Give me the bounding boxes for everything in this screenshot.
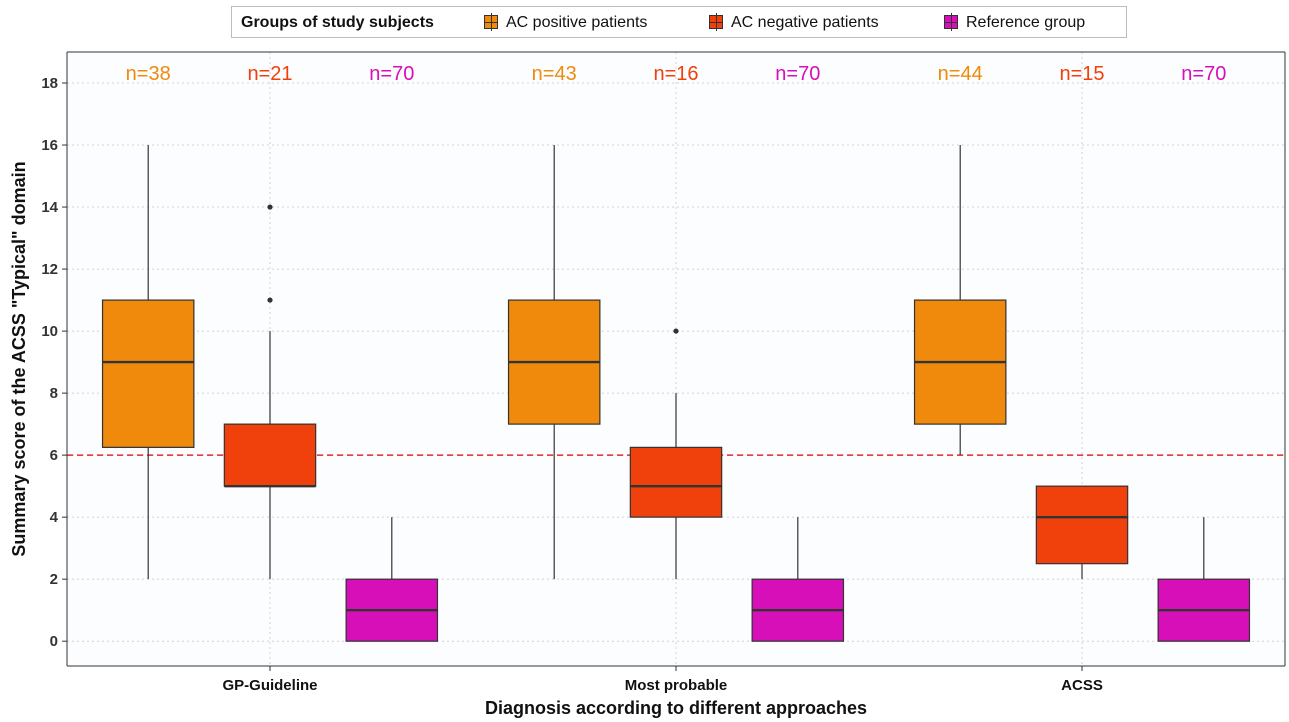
legend-label-ac-positive: AC positive patients [506,14,648,31]
n-label: n=70 [1181,63,1226,85]
n-label: n=15 [1059,63,1104,85]
n-label: n=43 [532,63,577,85]
y-tick-label: 4 [50,509,59,526]
box [223,423,317,487]
x-tick-label: ACSS [1061,677,1103,694]
y-tick-label: 2 [50,571,58,588]
y-tick-label: 0 [50,633,58,650]
legend-label-reference: Reference group [966,14,1086,31]
box [629,446,723,518]
legend: Groups of study subjects AC positive pat… [231,6,1127,38]
legend-key-ac-positive [484,13,498,31]
outlier-point [673,328,679,334]
x-axis-label: Diagnosis according to different approac… [485,698,867,718]
outlier-point [267,204,273,210]
legend-key-ac-negative [709,13,723,31]
y-tick-label: 16 [41,137,58,154]
y-tick-label: 18 [41,75,58,92]
n-label: n=21 [247,63,292,85]
n-label: n=44 [938,63,983,85]
x-tick-label: Most probable [625,677,728,694]
outlier-point [267,297,273,303]
legend-label-ac-negative: AC negative patients [731,14,879,31]
n-label: n=70 [369,63,414,85]
y-tick-label: 8 [50,385,58,402]
n-label: n=38 [126,63,171,85]
y-tick-label: 6 [50,447,58,464]
box [101,299,195,448]
y-tick-label: 12 [41,261,58,278]
y-axis-label: Summary score of the ACSS "Typical" doma… [9,161,29,556]
box [1035,485,1129,565]
x-tick-label: GP-Guideline [222,677,317,694]
y-tick-label: 14 [41,199,58,216]
y-tick-label: 10 [41,323,58,340]
legend-title: Groups of study subjects [241,14,434,31]
legend-key-reference [944,13,958,31]
n-label: n=70 [775,63,820,85]
n-label: n=16 [653,63,698,85]
